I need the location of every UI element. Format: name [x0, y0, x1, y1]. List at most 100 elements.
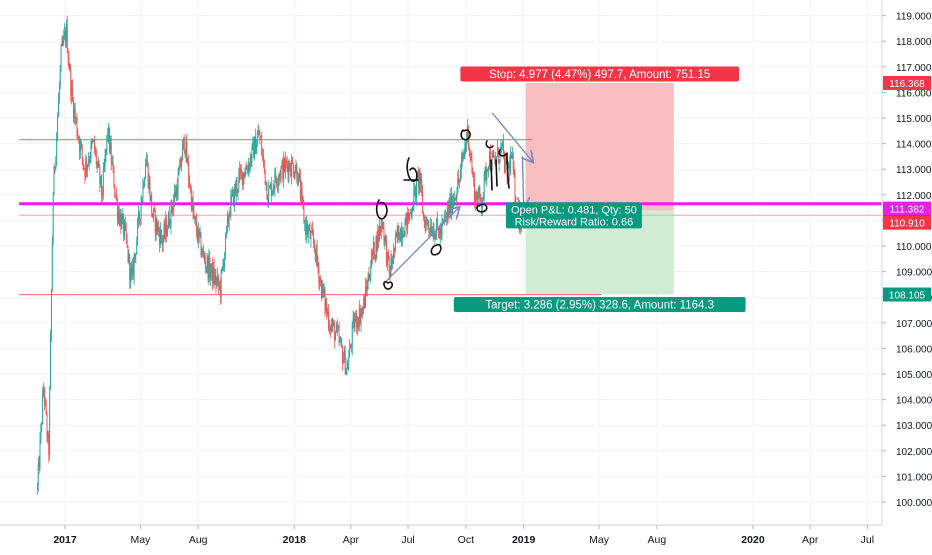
candle[interactable]	[264, 168, 266, 186]
candle[interactable]	[296, 162, 298, 184]
price-marker[interactable]: 116.368	[883, 75, 931, 90]
candle[interactable]	[480, 193, 482, 203]
candle[interactable]	[349, 339, 351, 358]
candle[interactable]	[227, 214, 229, 228]
candle[interactable]	[355, 310, 357, 323]
candle[interactable]	[186, 133, 188, 163]
candle[interactable]	[258, 126, 260, 135]
candle[interactable]	[105, 148, 107, 163]
candle[interactable]	[415, 185, 417, 205]
candle[interactable]	[275, 166, 277, 183]
trend-arrow[interactable]	[522, 156, 523, 207]
candle[interactable]	[37, 457, 39, 492]
candle[interactable]	[465, 142, 467, 155]
candle[interactable]	[167, 210, 169, 230]
candle[interactable]	[459, 178, 461, 189]
price-marker[interactable]: 108.105	[883, 287, 931, 302]
candle[interactable]	[97, 155, 99, 168]
candle[interactable]	[243, 171, 245, 185]
candle[interactable]	[174, 183, 176, 208]
candle[interactable]	[86, 156, 88, 178]
candle[interactable]	[64, 22, 66, 40]
candle[interactable]	[36, 482, 38, 495]
stop-label[interactable]: Stop: 4.977 (4.47%) 497.7, Amount: 751.1…	[460, 66, 739, 82]
candle[interactable]	[161, 234, 163, 253]
candle[interactable]	[116, 187, 117, 202]
candle[interactable]	[342, 344, 344, 371]
candle[interactable]	[398, 225, 400, 240]
candle[interactable]	[123, 213, 125, 242]
candle[interactable]	[156, 217, 158, 235]
candle[interactable]	[89, 151, 91, 164]
candle[interactable]	[283, 151, 285, 188]
candle[interactable]	[329, 325, 331, 338]
candle[interactable]	[394, 229, 396, 253]
candle[interactable]	[250, 154, 252, 168]
candle[interactable]	[412, 201, 414, 212]
candle[interactable]	[511, 146, 513, 160]
candle[interactable]	[299, 167, 300, 183]
candle[interactable]	[290, 163, 292, 178]
candle[interactable]	[279, 169, 281, 182]
candle[interactable]	[263, 159, 265, 174]
candle[interactable]	[393, 243, 395, 265]
candle[interactable]	[504, 154, 506, 173]
candle[interactable]	[166, 214, 168, 242]
candle[interactable]	[460, 164, 461, 183]
candle[interactable]	[151, 191, 153, 218]
candle[interactable]	[167, 224, 168, 237]
candle[interactable]	[169, 218, 171, 229]
candle[interactable]	[433, 222, 435, 240]
candle[interactable]	[175, 184, 177, 201]
candle[interactable]	[50, 288, 52, 343]
candle[interactable]	[340, 335, 342, 347]
candle[interactable]	[400, 227, 402, 242]
candle[interactable]	[144, 176, 146, 188]
candle[interactable]	[311, 224, 313, 233]
candle[interactable]	[261, 131, 263, 157]
candle[interactable]	[189, 183, 191, 193]
candle[interactable]	[430, 218, 432, 237]
candle[interactable]	[206, 252, 208, 274]
candle[interactable]	[182, 140, 183, 161]
candle[interactable]	[365, 278, 367, 297]
candle[interactable]	[56, 131, 58, 166]
candle[interactable]	[223, 258, 225, 272]
candle[interactable]	[204, 252, 206, 274]
candle[interactable]	[136, 236, 138, 256]
candle[interactable]	[277, 174, 279, 194]
candle[interactable]	[183, 134, 185, 154]
candle[interactable]	[58, 92, 59, 118]
candle[interactable]	[83, 164, 85, 171]
candle[interactable]	[41, 421, 43, 433]
candle[interactable]	[218, 280, 220, 291]
candle[interactable]	[511, 151, 512, 159]
candle[interactable]	[348, 349, 350, 372]
candle[interactable]	[502, 138, 504, 151]
candle[interactable]	[322, 283, 324, 298]
candle[interactable]	[149, 175, 151, 202]
candle[interactable]	[500, 139, 502, 156]
candle[interactable]	[370, 260, 372, 284]
candle[interactable]	[266, 182, 268, 200]
candle[interactable]	[341, 337, 343, 349]
candle[interactable]	[165, 211, 167, 243]
candle[interactable]	[308, 223, 310, 232]
candle[interactable]	[330, 319, 332, 334]
candle[interactable]	[425, 216, 427, 232]
candle[interactable]	[430, 217, 431, 236]
candle[interactable]	[473, 171, 475, 188]
candle[interactable]	[196, 225, 198, 244]
candle[interactable]	[221, 266, 223, 274]
candle[interactable]	[309, 221, 311, 240]
candle[interactable]	[268, 180, 270, 208]
candle[interactable]	[207, 254, 209, 283]
candle[interactable]	[73, 102, 75, 125]
candle[interactable]	[255, 139, 257, 155]
candle[interactable]	[485, 162, 487, 184]
candle[interactable]	[87, 152, 89, 167]
candle[interactable]	[47, 430, 49, 445]
candle[interactable]	[248, 157, 249, 177]
candle[interactable]	[403, 230, 405, 238]
candle[interactable]	[194, 216, 196, 224]
